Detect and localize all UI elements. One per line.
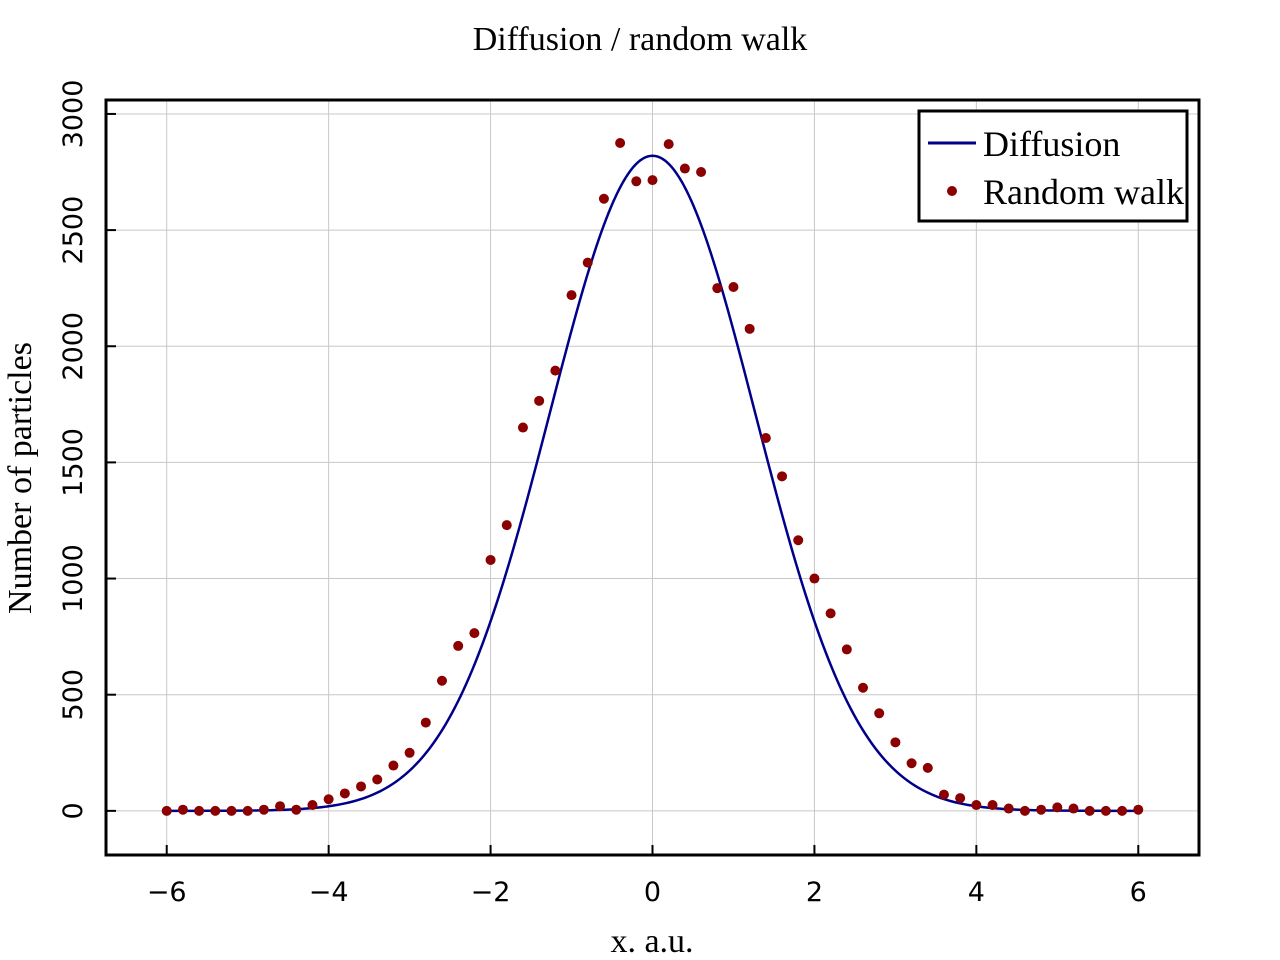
random-walk-point [485,554,496,565]
y-tick-label: 1500 [58,428,89,497]
random-walk-point [760,433,771,444]
y-tick-label: 2000 [58,312,89,381]
random-walk-point [242,805,253,816]
random-walk-point [275,801,286,812]
random-walk-point [339,788,350,799]
x-tick-label: 6 [1130,877,1147,908]
legend: Diffusion Random walk [917,109,1189,223]
random-walk-point [825,608,836,619]
x-tick-label: −6 [147,877,187,908]
x-tick-label: −4 [309,877,349,908]
random-walk-point [1019,805,1030,816]
random-walk-point [744,323,755,334]
random-walk-point [469,628,480,639]
random-walk-point [1133,804,1144,815]
random-walk-point [226,805,237,816]
random-walk-point [679,163,690,174]
random-walk-point [971,800,982,811]
random-walk-point [550,365,561,376]
random-walk-point [372,774,383,785]
random-walk-point [955,793,966,804]
x-tick-label: 4 [968,877,985,908]
random-walk-point [161,805,172,816]
random-walk-point [728,282,739,293]
x-tick-label: 2 [806,877,823,908]
random-walk-point [177,804,188,815]
x-axis: −6 −4 −2 0 2 4 6 [147,845,1147,908]
random-walk-point [922,762,933,773]
random-walk-point [501,520,512,531]
random-walk-point [582,257,593,268]
random-walk-point [534,395,545,406]
random-walk-point [777,471,788,482]
random-walk-point [404,747,415,758]
random-walk-point [1052,802,1063,813]
random-walk-point [809,573,820,584]
random-walk-point [420,717,431,728]
chart-title: Diffusion / random walk [473,21,808,58]
x-tick-label: 0 [644,877,661,908]
random-walk-point [696,167,707,178]
y-tick-label: 1000 [58,544,89,613]
legend-label-random-walk: Random walk [983,172,1184,212]
y-axis-label: Number of particles [2,342,39,614]
random-walk-point [453,640,464,651]
random-walk-point [647,175,658,186]
random-walk-point [323,794,334,805]
random-walk-point [1003,803,1014,814]
random-walk-point [938,789,949,800]
y-tick-label: 2500 [58,196,89,265]
random-walk-point [1117,805,1128,816]
random-walk-point [906,758,917,769]
random-walk-point [712,283,723,294]
random-walk-point [598,193,609,204]
random-walk-point [890,737,901,748]
random-walk-point [436,675,447,686]
legend-label-diffusion: Diffusion [983,124,1120,164]
random-walk-point [858,682,869,693]
random-walk-series [161,137,1144,816]
y-tick-label: 0 [58,802,89,819]
random-walk-point [1100,805,1111,816]
random-walk-point [631,176,642,187]
random-walk-point [1036,804,1047,815]
random-walk-point [194,805,205,816]
random-walk-point [210,805,221,816]
random-walk-point [517,422,528,433]
random-walk-point [356,781,367,792]
legend-marker-swatch [947,186,957,196]
random-walk-point [291,804,302,815]
x-tick-label: −2 [471,877,511,908]
y-tick-label: 500 [58,669,89,721]
random-walk-point [874,708,885,719]
random-walk-point [307,800,318,811]
random-walk-point [841,644,852,655]
random-walk-point [615,137,626,148]
random-walk-point [1068,803,1079,814]
random-walk-point [388,760,399,771]
y-axis: 0 500 1000 1500 2000 2500 3000 [58,80,116,819]
x-axis-label: x. a.u. [610,923,693,960]
random-walk-point [1084,805,1095,816]
random-walk-point [258,804,269,815]
legend-box [917,109,1189,223]
random-walk-point [987,800,998,811]
random-walk-point [566,290,577,301]
random-walk-point [793,535,804,546]
y-tick-label: 3000 [58,80,89,149]
random-walk-point [663,139,674,150]
